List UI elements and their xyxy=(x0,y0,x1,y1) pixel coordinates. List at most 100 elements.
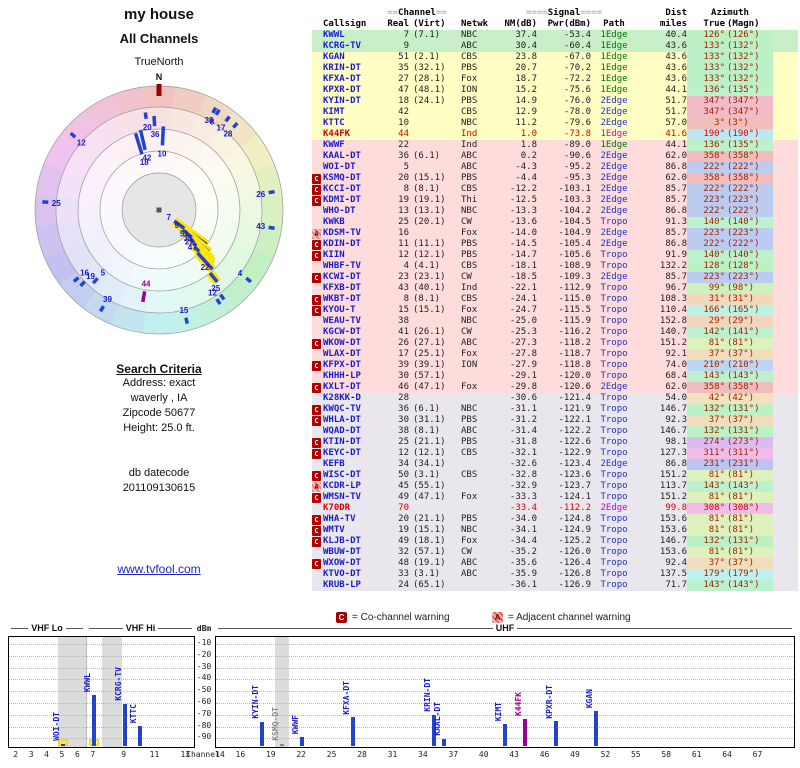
signal-bar xyxy=(259,721,264,746)
power-cell: -109.3 xyxy=(558,272,591,282)
noise-margin-cell: 1.8 xyxy=(520,140,537,150)
noise-margin-cell: -31.2 xyxy=(509,415,537,425)
table-row: C KIIN 12 (12.1) PBS -14.7 -105.6 Tropo 91.9 140°… xyxy=(312,250,798,261)
path-cell: Tropo xyxy=(600,525,628,535)
radar-marker: 25 xyxy=(42,199,61,208)
uhf-panel: KYIN-DT KSMQ-DT KWWF KFXA-DT KRIN-DT KAAL-DT K… xyxy=(215,636,795,748)
real-channel-cell: 9 xyxy=(403,41,409,51)
radar-ring xyxy=(99,150,219,270)
callsign-cell: KSMQ-DT xyxy=(323,173,361,183)
network-cell: NBC xyxy=(461,404,478,414)
channel-tick-label: 6 xyxy=(74,750,80,759)
callsign-cell: WHO-DT xyxy=(323,206,356,216)
radar-chart: N421836201079513527472225124431544395191… xyxy=(34,72,284,335)
table-row: WQAD-DT 38 (8.1) ABC -31.4 -122.2 Tropo 146.7 13… xyxy=(312,426,798,437)
radar-marker-label: 8 xyxy=(210,118,215,127)
path-cell: 2Edge xyxy=(600,459,628,469)
azimuth-true-cell: 231° xyxy=(687,459,725,470)
distance-cell: 40.4 xyxy=(665,30,687,40)
virtual-channel-cell: (31.1) xyxy=(413,415,446,425)
noise-margin-cell: 0.2 xyxy=(520,151,537,161)
real-channel-cell: 38 xyxy=(398,426,409,436)
table-row: C KYOU-T 15 (15.1) Fox -24.7 -115.5 Tropo 110.4 1… xyxy=(312,305,798,316)
azimuth-true-cell: 140° xyxy=(687,250,725,261)
radar-marker: 18 xyxy=(133,132,149,167)
path-cell: 1Edge xyxy=(600,74,628,84)
channel-tick-label: 14 xyxy=(215,750,225,759)
real-channel-cell: 35 xyxy=(398,63,409,73)
network-cell: PBS xyxy=(461,514,478,524)
real-channel-cell: 41 xyxy=(398,327,409,337)
band-label-vhf-lo: VHF Lo xyxy=(8,622,86,634)
signal-bar xyxy=(432,715,437,746)
path-cell: Tropo xyxy=(600,360,628,370)
radar-marker: 25 xyxy=(211,284,226,301)
virtual-channel-cell: (13.1) xyxy=(413,206,446,216)
channel-tick-label: 2 xyxy=(13,750,19,759)
table-row: C KXLT-DT 46 (47.1) Fox -29.8 -120.6 2Edge 62.0 3… xyxy=(312,382,798,393)
channel-tick-label: 55 xyxy=(630,750,641,759)
network-cell: PBS xyxy=(461,437,478,447)
path-cell: 2Edge xyxy=(600,228,628,238)
virtual-channel-cell: (21.1) xyxy=(413,514,446,524)
callsign-cell: KCRG-TV xyxy=(323,41,361,51)
network-cell: Fox xyxy=(461,74,478,84)
path-cell: 1Edge xyxy=(600,30,628,40)
noise-margin-cell: -12.2 xyxy=(509,184,537,194)
power-cell: -95.3 xyxy=(563,173,591,183)
table-row: C WKOW-DT 26 (27.1) ABC -27.3 -118.2 Tropo 151.2… xyxy=(312,338,798,349)
table-row: KTVO-DT 33 (3.1) ABC -35.9 -126.8 Tropo 137.5 17… xyxy=(312,569,798,580)
path-cell: Tropo xyxy=(600,404,628,414)
distance-cell: 91.9 xyxy=(665,250,687,260)
power-cell: -70.2 xyxy=(563,63,591,73)
real-channel-cell: 39 xyxy=(398,360,409,370)
power-cell: -123.4 xyxy=(558,459,591,469)
real-channel-cell: 23 xyxy=(398,272,409,282)
table-row: C KFPX-DT 39 (39.1) ION -27.9 -118.8 Tropo 74.0 2… xyxy=(312,360,798,371)
col-true: True xyxy=(703,19,725,29)
table-row: KHHH-LP 30 (57.1) -29.1 -120.0 Tropo 68.4 143°(… xyxy=(312,371,798,382)
table-row: C KWQC-TV 36 (6.1) NBC -31.1 -121.9 Tropo 146.7 1… xyxy=(312,404,798,415)
gridline xyxy=(216,691,794,693)
power-cell: -118.7 xyxy=(558,349,591,359)
path-cell: Tropo xyxy=(600,481,628,491)
noise-margin-cell: 23.8 xyxy=(515,52,537,62)
gridline xyxy=(216,703,794,705)
table-row: KFXA-DT 27 (28.1) Fox 18.7 -72.2 1Edge 43.6 133°… xyxy=(312,74,798,85)
virtual-channel-cell: (8.1) xyxy=(413,294,441,304)
azimuth-magn-cell: (308°) xyxy=(725,503,773,514)
network-cell: CBS xyxy=(461,294,478,304)
channel-warning-flag: C xyxy=(312,437,321,448)
noise-margin-cell: -34.0 xyxy=(509,514,537,524)
real-channel-cell: 70 xyxy=(398,503,409,513)
azimuth-magn-cell: (81°) xyxy=(725,492,773,503)
callsign-cell: K70DR xyxy=(323,503,351,513)
dbm-tick-label: -60 xyxy=(196,697,212,707)
path-cell: Tropo xyxy=(600,338,628,348)
radar-marker: 12 xyxy=(69,131,86,147)
path-cell: Tropo xyxy=(600,569,628,579)
power-cell: -103.1 xyxy=(558,184,591,194)
distance-cell: 151.2 xyxy=(659,492,687,502)
distance-cell: 86.8 xyxy=(665,239,687,249)
distance-cell: 92.3 xyxy=(665,415,687,425)
azimuth-true-cell: 81° xyxy=(687,338,725,349)
radar-marker-label: 25 xyxy=(211,284,220,293)
distance-cell: 43.6 xyxy=(665,63,687,73)
azimuth-magn-cell: (131°) xyxy=(725,536,773,547)
noise-margin-cell: 1.0 xyxy=(520,129,537,139)
signal-bar-label: KPXR-DT xyxy=(544,684,554,719)
radar-marker-label: 35 xyxy=(183,234,192,243)
vhf-panel: WOI-DT KWWL KCRG-TV KTTC xyxy=(8,636,195,748)
callsign-cell: KGCW-DT xyxy=(323,327,361,337)
real-channel-cell: 25 xyxy=(398,437,409,447)
azimuth-magn-cell: (29°) xyxy=(725,316,773,327)
tvfool-link[interactable]: www.tvfool.com xyxy=(117,562,201,576)
callsign-cell: KFPX-DT xyxy=(323,360,361,370)
radar-marker: 28 xyxy=(223,121,239,138)
table-row: C WMSN-TV 49 (47.1) Fox -33.3 -124.1 Tropo 151.2… xyxy=(312,492,798,503)
virtual-channel-cell: (34.1) xyxy=(413,459,446,469)
power-cell: -104.2 xyxy=(558,206,591,216)
callsign-cell: WHA-TV xyxy=(323,514,356,524)
azimuth-magn-cell: (179°) xyxy=(725,569,773,580)
